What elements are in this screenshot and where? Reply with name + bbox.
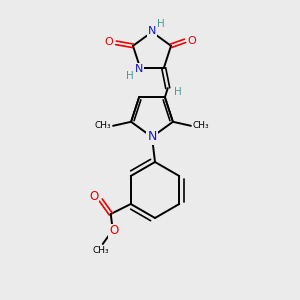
Text: O: O [188, 36, 196, 46]
Text: H: H [174, 87, 182, 97]
Text: H: H [157, 19, 165, 29]
Text: N: N [135, 64, 143, 74]
Text: N: N [147, 130, 157, 143]
Text: N: N [148, 26, 156, 36]
Text: O: O [109, 224, 119, 238]
Text: CH₃: CH₃ [193, 121, 209, 130]
Text: CH₃: CH₃ [92, 246, 109, 255]
Text: H: H [126, 71, 134, 81]
Text: O: O [89, 190, 98, 203]
Text: CH₃: CH₃ [94, 121, 111, 130]
Text: O: O [105, 37, 113, 47]
